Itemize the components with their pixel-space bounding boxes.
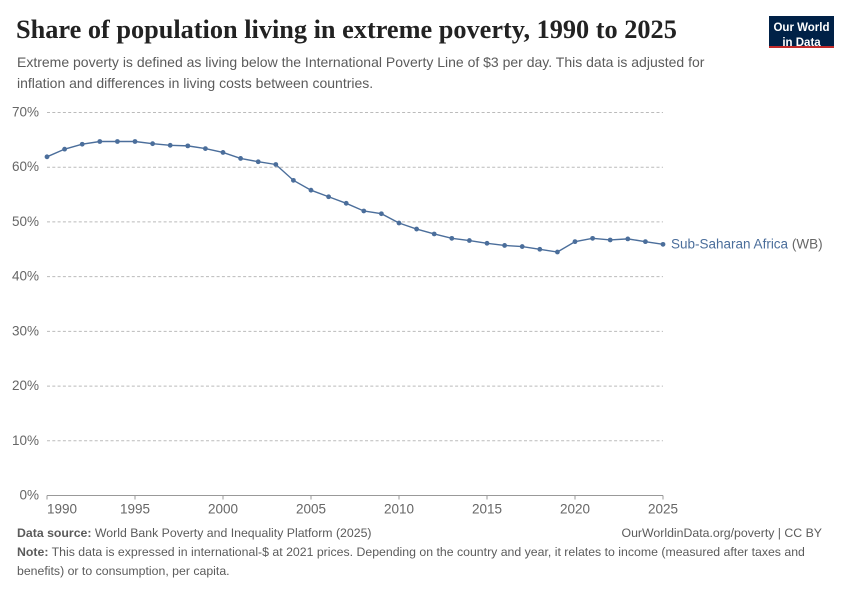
svg-text:30%: 30% xyxy=(12,323,39,338)
svg-text:2005: 2005 xyxy=(296,502,326,517)
svg-text:40%: 40% xyxy=(12,269,39,284)
svg-text:2010: 2010 xyxy=(384,502,414,517)
svg-text:2020: 2020 xyxy=(560,502,590,517)
svg-text:70%: 70% xyxy=(12,105,39,120)
svg-text:1990: 1990 xyxy=(47,502,77,517)
svg-text:Sub-Saharan Africa (WB): Sub-Saharan Africa (WB) xyxy=(671,236,823,251)
svg-text:2000: 2000 xyxy=(208,502,238,517)
svg-text:10%: 10% xyxy=(12,433,39,448)
svg-text:50%: 50% xyxy=(12,214,39,229)
svg-text:60%: 60% xyxy=(12,159,39,174)
svg-text:2015: 2015 xyxy=(472,502,502,517)
svg-text:20%: 20% xyxy=(12,378,39,393)
svg-text:2025: 2025 xyxy=(648,502,678,517)
svg-text:1995: 1995 xyxy=(120,502,150,517)
svg-text:0%: 0% xyxy=(19,488,39,503)
